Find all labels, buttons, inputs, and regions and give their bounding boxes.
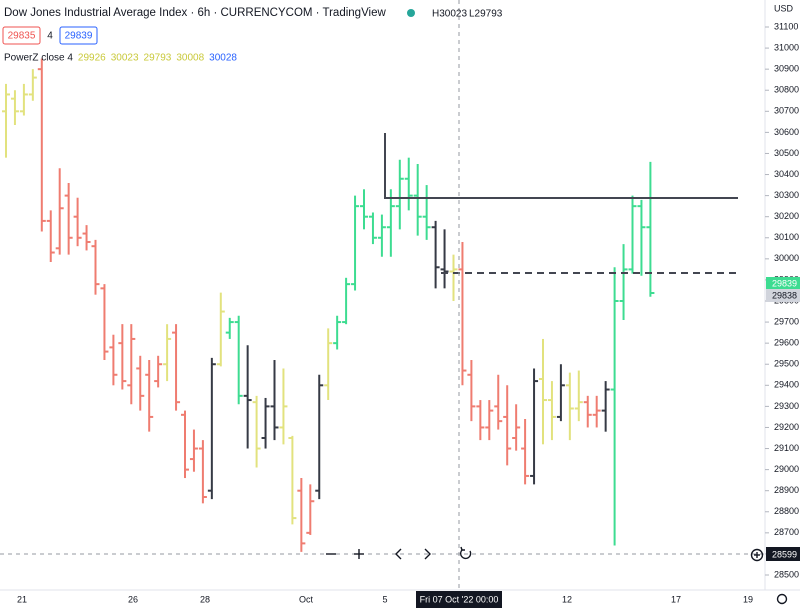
last-price-tag xyxy=(766,277,800,290)
indicator-value: 30023 xyxy=(111,53,139,64)
indicator-value: 30008 xyxy=(176,53,204,64)
y-tick-label: 29500 xyxy=(774,359,799,369)
header-high: H30023 xyxy=(432,9,467,20)
scroll-right-button[interactable] xyxy=(424,548,431,560)
ask-price: 29839 xyxy=(65,31,93,42)
prev-price-label: 29838 xyxy=(772,290,797,300)
y-tick-label: 30100 xyxy=(774,232,799,242)
y-tick-label: 30500 xyxy=(774,148,799,158)
spread: 4 xyxy=(47,31,53,42)
last-price-label: 29839 xyxy=(772,278,797,288)
y-tick-label: 29100 xyxy=(774,443,799,453)
y-tick-label: 30400 xyxy=(774,169,799,179)
scroll-left-button[interactable] xyxy=(395,548,402,560)
y-tick-label: 28900 xyxy=(774,485,799,495)
indicator-name: PowerZ close 4 xyxy=(4,53,73,64)
y-tick-label: 30700 xyxy=(774,106,799,116)
ask-box[interactable] xyxy=(59,26,98,45)
y-tick-label: 29200 xyxy=(774,422,799,432)
prev-price-tag xyxy=(766,289,800,302)
chart-title: Dow Jones Industrial Average Index · 6h … xyxy=(4,7,386,19)
header-low: L29793 xyxy=(469,9,503,20)
y-tick-label: 29000 xyxy=(774,464,799,474)
x-tick-label: 5 xyxy=(382,594,387,604)
status-dot xyxy=(407,9,415,17)
drawing-line xyxy=(384,133,738,199)
y-tick-label: 29700 xyxy=(774,316,799,326)
x-tick-label: 21 xyxy=(17,594,27,604)
y-tick-label: 29300 xyxy=(774,401,799,411)
x-tick-label: Oct xyxy=(299,594,314,604)
y-tick-label: 30600 xyxy=(774,127,799,137)
reset-button[interactable] xyxy=(459,549,472,560)
x-tick-label: 28 xyxy=(200,594,210,604)
crosshair-time-label: Fri 07 Oct '22 00:00 xyxy=(420,594,499,604)
y-tick-label: 29400 xyxy=(774,380,799,390)
y-tick-label: 28800 xyxy=(774,506,799,516)
x-tick-label: 19 xyxy=(743,594,753,604)
crosshair-price-label: 28599 xyxy=(772,549,797,559)
y-tick-label: 31100 xyxy=(774,21,798,31)
indicator-value: 29793 xyxy=(144,53,172,64)
y-tick-label: 30900 xyxy=(774,64,799,74)
indicator-value: 29926 xyxy=(78,53,106,64)
bid-price: 29835 xyxy=(8,31,36,42)
y-tick-label: 28500 xyxy=(774,569,799,579)
currency-label: USD xyxy=(774,3,794,13)
indicator-value: 30028 xyxy=(209,53,237,64)
y-tick-label: 30300 xyxy=(774,190,799,200)
add-button[interactable] xyxy=(750,548,764,562)
toolbar xyxy=(326,546,788,605)
y-tick-label: 30000 xyxy=(774,253,799,263)
x-tick-label: 26 xyxy=(128,594,138,604)
y-tick-label: 30800 xyxy=(774,85,799,95)
x-tick-label: 17 xyxy=(671,594,681,604)
settings-button[interactable] xyxy=(776,593,788,605)
y-tick-label: 30200 xyxy=(774,211,799,221)
y-tick-label: 31000 xyxy=(774,42,799,52)
crosshair-time-tag xyxy=(416,591,502,608)
x-tick-label: 12 xyxy=(562,594,572,604)
y-tick-label: 29600 xyxy=(774,338,799,348)
crosshair-price-tag xyxy=(766,547,800,561)
y-tick-label: 28700 xyxy=(774,527,799,537)
reset-button-arrow[interactable] xyxy=(460,546,465,551)
bid-box[interactable] xyxy=(2,26,41,45)
